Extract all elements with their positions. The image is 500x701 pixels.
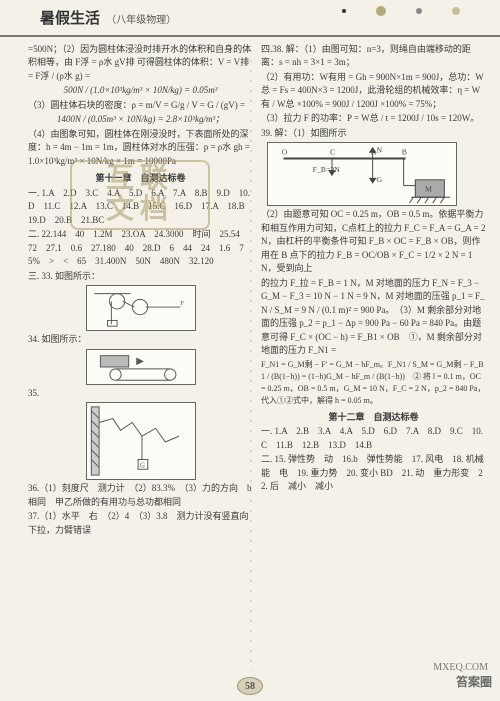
question-label: 34. 如图所示：	[28, 333, 253, 347]
left-column: =500N；（2）因为圆柱体浸没时排开水的体积和自身的体积相等，由 F浮 = ρ…	[28, 43, 253, 539]
lever-label-c: C	[330, 148, 335, 157]
section-answers: 一. 1.A 2.B 3.A 4.A 5.D 6.D 7.A 8.D 9.C 1…	[261, 425, 486, 452]
svg-text:G: G	[140, 462, 145, 469]
dot-icon	[416, 8, 422, 14]
book-subtitle: （八年级物理）	[106, 15, 176, 26]
section-label: 二	[28, 229, 37, 239]
solution-text: （3）圆柱体石块的密度：ρ = m/V = G/g / V = G / (gV)…	[28, 99, 253, 113]
section-answers: 二. 15. 弹性势 动 16.b 弹性势能 17. 风电 18. 机械能 电 …	[261, 453, 486, 494]
formula-line: 1400N / (0.05m³ × 10N/kg) = 2.8×10³kg/m³…	[28, 113, 253, 127]
solution-text: （4）由图象可知，圆柱体在刚浸没时，下表面所处的深度：h = 4m − 1m =…	[28, 128, 253, 169]
dot-icon	[452, 7, 460, 15]
solution-text: （3）拉力 F 的功率：P = W总 / t = 1200J / 10s = 1…	[261, 112, 486, 126]
section-label: 二	[261, 454, 270, 464]
lever-label-o: O	[282, 148, 288, 157]
decor-dots	[342, 6, 460, 16]
solution-text: （2）由题意可知 OC = 0.25 m，OB = 0.5 m。依据平衡力和相互…	[261, 208, 486, 276]
solution-text: 37.（1）水平 右 （2）4 （3）3.8 测力计没有竖直向下拉，力臂错误	[28, 510, 253, 537]
pulley-figure: F	[86, 285, 196, 331]
dot-icon	[342, 9, 346, 13]
question-label: 35.	[28, 387, 253, 401]
solution-text: 四.38. 解：（1）由图可知：n=3，则绳自由端移动的距离：s = nh = …	[261, 43, 486, 70]
chapter-title: 第十二章 自测达标卷	[261, 411, 486, 425]
question-label: 三. 33. 如图所示：	[28, 270, 253, 284]
answers-text: 1.A 2.B 3.A 4.A 5.D 6.D 7.A 8.D 9.C 10.C…	[261, 426, 483, 450]
right-column: 四.38. 解：（1）由图可知：n=3，则绳自由端移动的距离：s = nh = …	[261, 43, 486, 539]
answers-text: 15. 弹性势 动 16.b 弹性势能 17. 风电 18. 机械能 电 19.…	[261, 454, 484, 491]
corner-stamp: 笞案圈	[456, 673, 492, 691]
lever-n-label: N	[377, 146, 383, 155]
section-answers: 二. 22.144 40 1.2M 23.OA 24.3000 时间 25.54…	[28, 228, 253, 269]
lever-m-label: M	[425, 184, 432, 193]
answers-text: 1.A 2.D 3.C 4.A 5.D 6.A 7.A 8.B 9.D 10.D…	[28, 188, 254, 225]
section-label: 一	[28, 188, 37, 198]
formula-line: 500N / (1.0×10³kg/m³ × 10N/kg) = 0.05m³	[28, 84, 253, 98]
content-area: =500N；（2）因为圆柱体浸没时排开水的体积和自身的体积相等，由 F浮 = ρ…	[0, 37, 500, 563]
solution-text: F_N1 = G_M剩 − F′ = G_M − hF_m。F_N1 / S_M…	[261, 359, 486, 407]
solution-text: （2）有用功：W有用 = Gh = 900N×1m = 900J，总功：W总 =…	[261, 71, 486, 112]
svg-text:F: F	[180, 300, 184, 307]
answers-text: 22.144 40 1.2M 23.OA 24.3000 时间 25.54 72…	[28, 229, 249, 266]
section-label: 一	[261, 426, 270, 436]
chapter-title: 第十一章 自测达标卷	[28, 172, 253, 186]
dot-icon	[376, 6, 386, 16]
book-title: 暑假生活	[40, 11, 100, 27]
solution-text: =500N；（2）因为圆柱体浸没时排开水的体积和自身的体积相等，由 F浮 = ρ…	[28, 43, 253, 84]
page-header: 暑假生活 （八年级物理）	[0, 0, 500, 37]
lever-label-b: B	[402, 148, 407, 157]
lever-g-label: G	[377, 175, 383, 184]
lever-figure: O C A B F_B=2N N G M	[267, 142, 457, 206]
belt-figure	[86, 349, 196, 385]
question-text: 33. 如图所示：	[42, 271, 101, 281]
page-number: 58	[237, 677, 263, 695]
solution-text: 39. 解：（1）如图所示	[261, 127, 486, 141]
solution-text: 36.（1）刻度尺 测力计 （2）83.3% （3）力的方向 b 相同 甲乙所做…	[28, 482, 253, 509]
wall-spring-figure: G	[86, 402, 196, 480]
section-label: 三	[28, 271, 37, 281]
section-answers: 一. 1.A 2.D 3.C 4.A 5.D 6.A 7.A 8.B 9.D 1…	[28, 187, 253, 228]
solution-text: 的拉力 F_拉 = F_B = 1 N，M 对地面的压力 F_N = F_3 −…	[261, 277, 486, 358]
lever-fb-label: F_B=2N	[313, 165, 341, 174]
